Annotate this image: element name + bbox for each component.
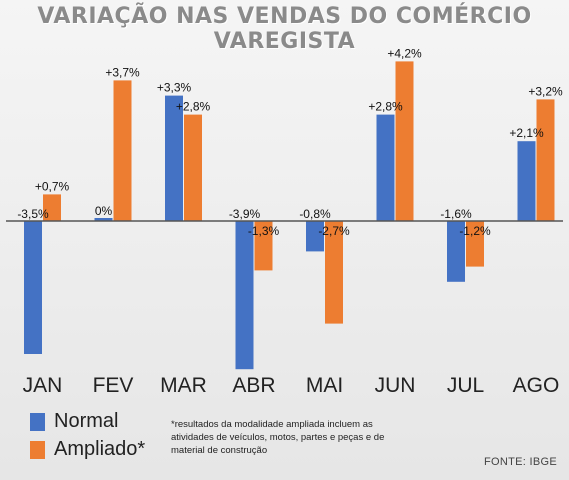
bar-abr-ampliado [254,221,273,271]
month-label-mai: MAI [306,374,343,397]
legend-swatch-normal [30,412,45,431]
month-label-abr: ABR [232,374,275,397]
data-label-jul-normal: -1,6% [440,207,472,221]
data-label-fev-normal: 0% [95,204,113,218]
bar-fev-normal [94,218,113,221]
legend-item-ampliado: Ampliado* [30,438,145,461]
data-label-abr-normal: -3,9% [229,207,261,221]
data-label-ago-ampliado: +3,2% [528,84,563,98]
legend-swatch-ampliado [30,440,45,459]
month-label-fev: FEV [93,374,134,397]
data-label-jan-normal: -3,5% [17,207,49,221]
bars-group [24,61,555,370]
footnote: *resultados da modalidade ampliada inclu… [171,419,385,456]
data-label-jan-ampliado: +0,7% [35,179,70,193]
data-label-jun-normal: +2,8% [368,100,403,114]
bar-mai-normal [306,221,324,252]
month-label-jan: JAN [23,374,63,397]
bar-jun-normal [376,114,395,221]
bar-jan-normal [24,221,42,354]
bar-jan-ampliado [43,194,61,221]
month-label-mar: MAR [160,374,207,397]
bar-jun-ampliado [395,61,414,222]
bar-jul-ampliado [466,221,484,267]
bar-abr-normal [235,221,254,370]
source-credit: FONTE: IBGE [484,456,557,468]
legend-label-ampliado: Ampliado* [54,438,146,460]
bar-mar-ampliado [184,114,202,221]
month-labels-group: JAN FEV MAR ABR MAI JUN JUL AGO [23,374,560,397]
data-label-mar-ampliado: +2,8% [176,100,211,114]
month-label-ago: AGO [513,374,560,397]
data-label-jul-ampliado: -1,2% [459,224,491,238]
legend-label-normal: Normal [54,410,119,432]
data-label-ago-normal: +2,1% [509,126,544,140]
data-label-jun-ampliado: +4,2% [387,46,422,60]
bar-mai-ampliado [325,221,343,324]
data-label-mai-normal: -0,8% [299,207,331,221]
bar-jul-normal [447,221,465,282]
data-label-abr-ampliado: -1,3% [248,224,280,238]
month-label-jun: JUN [375,374,416,397]
legend-item-normal: Normal [30,410,118,433]
month-label-jul: JUL [447,374,484,397]
bar-ago-ampliado [536,99,555,221]
bar-ago-normal [517,141,536,221]
data-label-fev-ampliado: +3,7% [105,65,140,79]
bar-fev-ampliado [113,80,132,222]
data-labels-group: -3,5% +0,7% 0% +3,7% +3,3% +2,8% -3,9% -1,3% -0,… [17,46,563,238]
data-label-mai-ampliado: -2,7% [318,224,350,238]
bar-mar-normal [165,95,183,221]
data-label-mar-normal: +3,3% [157,81,192,95]
chart-title: VARIAÇÃO NAS VENDAS DO COMÉRCIO VAREGIST… [37,4,532,54]
